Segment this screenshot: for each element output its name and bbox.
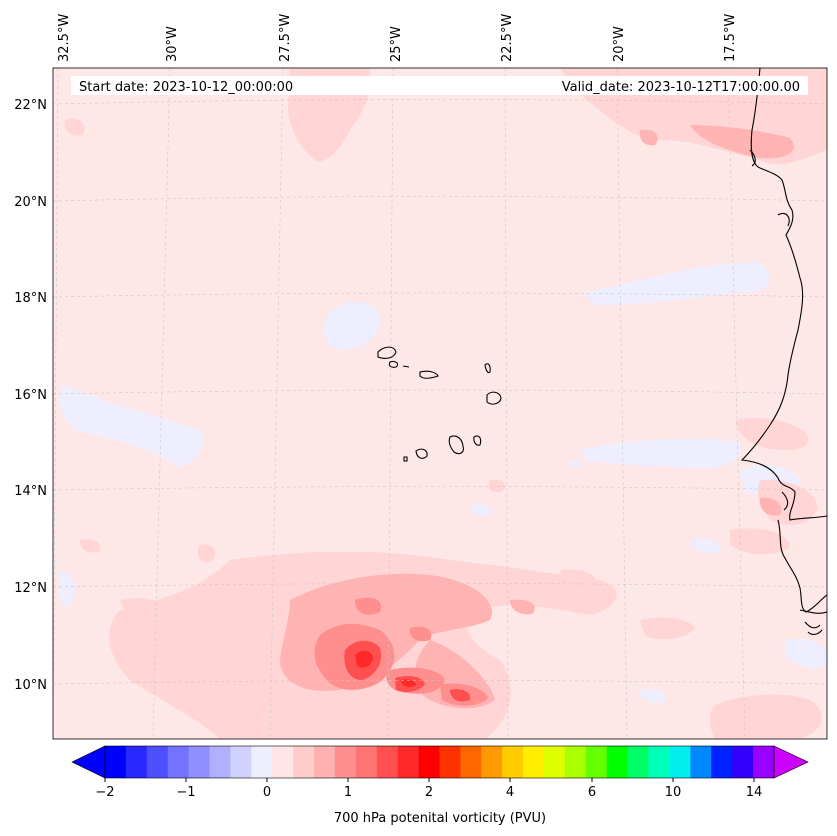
colorbar-under-arrow: [71, 745, 106, 779]
colorbar-segment: [523, 746, 545, 778]
colorbar-label: 700 hPa potenital vorticity (PVU): [334, 811, 546, 826]
colorbar-segment: [418, 746, 440, 778]
colorbar-tick-label: 14: [746, 785, 763, 800]
colorbar-tick-label: 1: [344, 785, 352, 800]
lat-label: 12°N: [14, 581, 47, 596]
colorbar-segment: [669, 746, 691, 778]
lon-label: 25°W: [389, 26, 404, 62]
colorbar-segment: [564, 746, 587, 778]
colorbar: −2 −1 0 1 2 4 6 10 14 700 hPa potenital …: [71, 745, 809, 826]
colorbar-segment: [753, 746, 775, 778]
colorbar-segment: [251, 746, 273, 778]
colorbar-tick-label: −1: [176, 785, 195, 800]
lat-label: 22°N: [14, 98, 47, 113]
colorbar-tick-label: 10: [665, 785, 682, 800]
colorbar-segment: [188, 746, 211, 778]
lat-label: 20°N: [14, 195, 47, 210]
colorbar-segment: [125, 746, 148, 778]
colorbar-segment: [460, 746, 482, 778]
lat-label: 14°N: [14, 484, 47, 499]
colorbar-tick-label: 6: [588, 785, 596, 800]
start-date-label: Start date: 2023-10-12_00:00:00: [79, 80, 293, 95]
colorbar-segment: [711, 746, 733, 778]
colorbar-segment: [544, 746, 566, 778]
africa-coastline: [740, 68, 827, 521]
colorbar-segment: [230, 746, 252, 778]
colorbar-ticks: [104, 778, 755, 782]
map-border: [52, 67, 828, 740]
pv-contour-field: Start date: 2023-10-12_00:00:00 Valid_da…: [53, 68, 827, 739]
colorbar-tick-labels: −2 −1 0 1 2 4 6 10 14: [95, 785, 762, 800]
colorbar-segment: [314, 746, 336, 778]
lon-label: 32.5°W: [57, 14, 72, 62]
colorbar-segment: [690, 746, 712, 778]
colorbar-segment: [146, 746, 169, 778]
colorbar-segment: [606, 746, 629, 778]
colorbar-segment: [627, 746, 650, 778]
colorbar-segment: [272, 746, 294, 778]
colorbar-segment: [439, 746, 461, 778]
valid-date-label: Valid_date: 2023-10-12T17:00:00.00: [562, 80, 800, 95]
colorbar-tick-label: 4: [506, 785, 514, 800]
colorbar-segment: [481, 746, 503, 778]
colorbar-segment: [376, 746, 399, 778]
lon-label: 30°W: [165, 26, 180, 62]
latitude-labels: 22°N 20°N 18°N 16°N 14°N 12°N 10°N: [14, 98, 47, 693]
colorbar-tick-label: 0: [263, 785, 271, 800]
colorbar-segment: [293, 746, 315, 778]
lon-label: 17.5°W: [723, 14, 738, 62]
colorbar-tick-label: −2: [95, 785, 114, 800]
lat-label: 18°N: [14, 291, 47, 306]
lon-label: 20°W: [612, 26, 627, 62]
lat-label: 10°N: [14, 678, 47, 693]
colorbar-segment: [502, 746, 524, 778]
colorbar-over-arrow: [773, 745, 809, 779]
date-banner: Start date: 2023-10-12_00:00:00 Valid_da…: [71, 76, 808, 95]
colorbar-segment: [105, 746, 127, 778]
map-panel: Start date: 2023-10-12_00:00:00 Valid_da…: [52, 67, 828, 740]
colorbar-segments: [105, 746, 775, 778]
colorbar-segment: [355, 746, 378, 778]
colorbar-segment: [334, 746, 357, 778]
colorbar-segment: [732, 746, 754, 778]
colorbar-tick-label: 2: [425, 785, 433, 800]
colorbar-outline: [104, 745, 775, 779]
map-gridlines: [53, 68, 827, 739]
lat-label: 16°N: [14, 388, 47, 403]
colorbar-segment: [585, 746, 608, 778]
colorbar-segment: [397, 746, 420, 778]
longitude-labels: 32.5°W 30°W 27.5°W 25°W 22.5°W 20°W 17.5…: [57, 14, 738, 62]
lon-label: 22.5°W: [500, 14, 515, 62]
coastlines: [740, 68, 827, 635]
lon-label: 27.5°W: [278, 14, 293, 62]
colorbar-segment: [167, 746, 190, 778]
colorbar-segment: [209, 746, 231, 778]
colorbar-segment: [648, 746, 670, 778]
cape-verde-islands: [377, 346, 502, 462]
